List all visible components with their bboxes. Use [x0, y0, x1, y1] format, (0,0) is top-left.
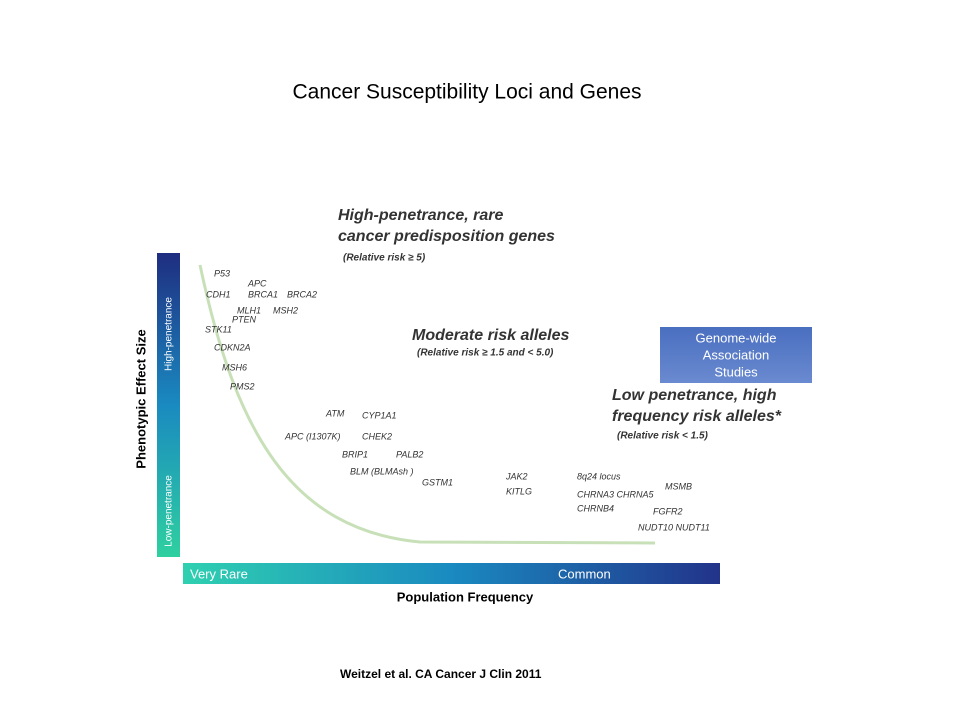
gene-label: MSH6: [222, 362, 247, 372]
gene-label: FGFR2: [653, 506, 683, 516]
citation: Weitzel et al. CA Cancer J Clin 2011: [340, 667, 542, 681]
y-axis-bar: [157, 253, 180, 557]
gene-label: CHRNB4: [577, 503, 614, 513]
gene-label: P53: [214, 268, 230, 278]
gene-label: BLM (BLMAsh ): [350, 466, 414, 476]
gene-label: APC (I1307K): [284, 431, 341, 441]
gene-label: BRCA2: [287, 289, 317, 299]
gene-label: CDKN2A: [214, 342, 251, 352]
region-title: Moderate risk alleles: [412, 327, 570, 344]
gene-label: PTEN: [232, 314, 257, 324]
y-low: Low-penetrance: [164, 475, 175, 547]
gene-label: MLH1: [237, 305, 261, 315]
gene-label: PMS2: [230, 381, 255, 391]
gene-label: CYP1A1: [362, 410, 397, 420]
region-note: (Relative risk < 1.5): [617, 431, 709, 442]
region-title: frequency risk alleles*: [612, 408, 782, 425]
y-axis-label: Phenotypic Effect Size: [133, 329, 148, 468]
region-title: Low penetrance, high: [612, 387, 777, 404]
gene-label: CHEK2: [362, 431, 392, 441]
gene-label: MSMB: [665, 481, 692, 491]
gene-label: JAK2: [505, 471, 528, 481]
region-title: High-penetrance, rare: [338, 207, 503, 224]
region-title: cancer predisposition genes: [338, 228, 555, 245]
x-axis-label: Population Frequency: [397, 589, 534, 604]
gene-label: ATM: [325, 408, 345, 418]
gene-label: MSH2: [273, 305, 298, 315]
gene-label: KITLG: [506, 486, 532, 496]
gene-label: STK11: [205, 324, 232, 334]
x-axis-bar: [183, 563, 720, 584]
gene-label: CDH1: [206, 289, 231, 299]
x-right: Common: [558, 566, 611, 581]
gene-label: CHRNA3 CHRNA5: [577, 489, 655, 499]
gene-label: BRIP1: [342, 449, 368, 459]
region-note: (Relative risk ≥ 1.5 and < 5.0): [417, 348, 554, 359]
gene-label: BRCA1: [248, 289, 278, 299]
gene-label: NUDT10 NUDT11: [638, 522, 710, 532]
gwas-box: [660, 327, 812, 383]
curve: [198, 264, 656, 545]
gwas-text: Genome-wide: [696, 330, 777, 345]
gwas-text: Studies: [714, 364, 758, 379]
title: Cancer Susceptibility Loci and Genes: [292, 81, 641, 104]
y-high: High-penetrance: [164, 297, 175, 371]
gene-label: 8q24 locus: [577, 471, 621, 481]
gwas-text: Association: [703, 347, 769, 362]
x-left: Very Rare: [190, 566, 248, 581]
gene-label: APC: [247, 278, 267, 288]
gene-label: PALB2: [396, 449, 423, 459]
gene-label: GSTM1: [422, 477, 453, 487]
region-note: (Relative risk ≥ 5): [343, 253, 426, 264]
